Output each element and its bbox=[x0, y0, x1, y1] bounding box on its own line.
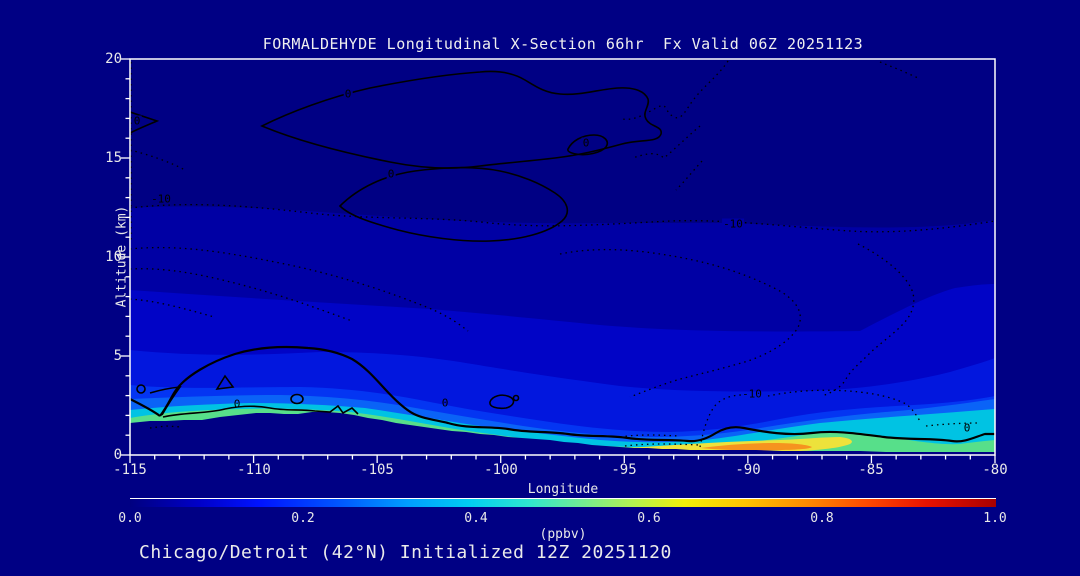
y-tick-label: 0 bbox=[113, 447, 122, 463]
colorbar-tick-label: 0.6 bbox=[637, 511, 661, 526]
colorbar-tick-label: 0.0 bbox=[118, 511, 142, 526]
x-axis-title: Longitude bbox=[527, 482, 599, 497]
colorbar-tick-label: 0.4 bbox=[464, 511, 488, 526]
station-init-caption: Chicago/Detroit (42°N) Initialized 12Z 2… bbox=[139, 542, 672, 563]
y-tick-label: 15 bbox=[105, 150, 122, 166]
contour-label-minus10: -10 bbox=[150, 192, 172, 206]
contour-label-zero: 0 bbox=[441, 396, 449, 410]
colorbar-units-label: (ppbv) bbox=[539, 527, 587, 542]
contour-label-minus10: -10 bbox=[722, 217, 744, 231]
contour-label-zero: 0 bbox=[132, 114, 142, 128]
contour-label-zero: 0 bbox=[963, 421, 971, 435]
solid-zero-contours bbox=[130, 70, 662, 418]
contour-label-zero: 0 bbox=[343, 87, 353, 101]
contour-label-zero: 0 bbox=[581, 136, 591, 150]
y-tick-label: 20 bbox=[105, 51, 122, 67]
filled-contour-field bbox=[130, 59, 995, 455]
colorbar-tick-label: 0.8 bbox=[810, 511, 834, 526]
y-tick-label: 5 bbox=[113, 348, 122, 364]
x-tick-label: -115 bbox=[113, 462, 147, 478]
x-tick-label: -95 bbox=[611, 462, 637, 478]
y-tick-label: 10 bbox=[105, 249, 122, 265]
x-tick-label: -100 bbox=[484, 462, 518, 478]
colorbar-tick-label: 0.2 bbox=[291, 511, 315, 526]
axis-ticks bbox=[121, 58, 996, 463]
x-tick-label: -105 bbox=[360, 462, 394, 478]
colorbar-tick-label: 1.0 bbox=[983, 511, 1007, 526]
page-title: FORMALDEHYDE Longitudinal X-Section 66hr… bbox=[262, 35, 864, 53]
x-tick-label: -80 bbox=[982, 462, 1008, 478]
thick-zero-contour bbox=[130, 346, 995, 443]
contour-label-zero: 0 bbox=[386, 167, 396, 181]
dotted-minus10-contours bbox=[130, 60, 995, 448]
x-tick-label: -110 bbox=[237, 462, 271, 478]
x-tick-label: -90 bbox=[735, 462, 761, 478]
contour-label-zero: 0 bbox=[233, 397, 241, 411]
contour-label-minus10: -10 bbox=[742, 387, 762, 401]
x-tick-label: -85 bbox=[858, 462, 884, 478]
colorbar bbox=[130, 498, 996, 507]
y-axis-title: Altitude (km) bbox=[114, 205, 130, 308]
